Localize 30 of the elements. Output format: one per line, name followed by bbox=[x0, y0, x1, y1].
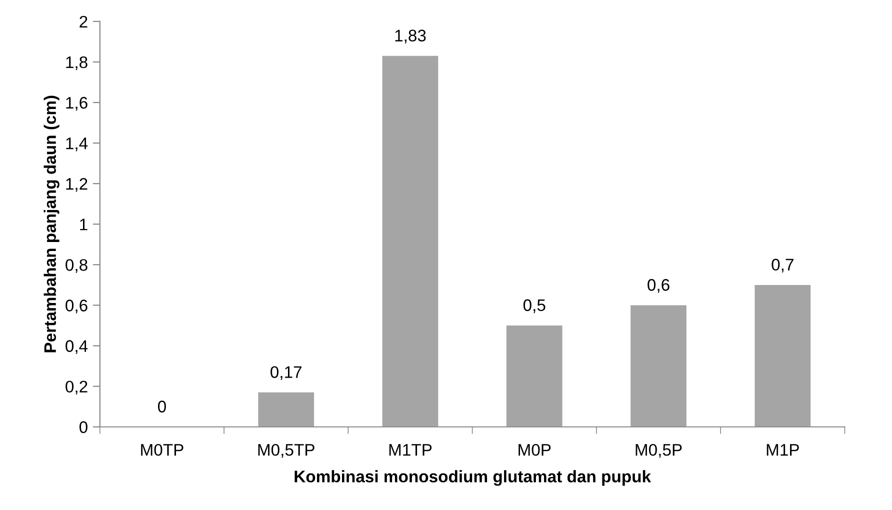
x-tick-label: M1TP bbox=[389, 444, 432, 456]
data-label: 1,83 bbox=[395, 30, 426, 44]
y-tick-label: 2 bbox=[80, 16, 88, 28]
data-label: 0,17 bbox=[270, 366, 302, 380]
data-label: 0,6 bbox=[648, 279, 670, 293]
y-tick-label: 1,6 bbox=[66, 96, 88, 111]
data-label: 0 bbox=[158, 400, 166, 412]
y-axis-title: Pertambahan panjang daun (cm) bbox=[44, 96, 60, 352]
y-tick-label: 0 bbox=[79, 421, 88, 434]
bar bbox=[506, 326, 562, 427]
y-tick-label: 0,2 bbox=[66, 380, 88, 394]
x-axis-title: Kombinasi monosodium glutamat dan pupuk bbox=[294, 470, 652, 486]
x-tick-label: M0,5P bbox=[636, 444, 682, 458]
y-tick-label: 1,2 bbox=[66, 178, 88, 192]
bar bbox=[754, 284, 811, 427]
x-tick-label: M0P bbox=[518, 444, 551, 456]
data-label: 0,5 bbox=[523, 299, 546, 314]
y-tick-label: 0,4 bbox=[66, 340, 88, 354]
data-label: 0,7 bbox=[772, 258, 794, 273]
bar bbox=[258, 392, 314, 427]
bar bbox=[630, 305, 686, 427]
y-tick-label: 1,4 bbox=[66, 138, 88, 152]
x-tick-label: M0,5TP bbox=[258, 444, 314, 458]
bar bbox=[382, 56, 438, 427]
y-tick-label: 1,8 bbox=[66, 56, 88, 70]
x-tick-label: M0TP bbox=[141, 444, 184, 456]
x-tick-label: M1P bbox=[766, 444, 799, 456]
y-tick-label: 0,8 bbox=[66, 259, 88, 273]
y-tick-label: 1 bbox=[80, 218, 88, 230]
y-tick-label: 0,6 bbox=[66, 300, 88, 314]
